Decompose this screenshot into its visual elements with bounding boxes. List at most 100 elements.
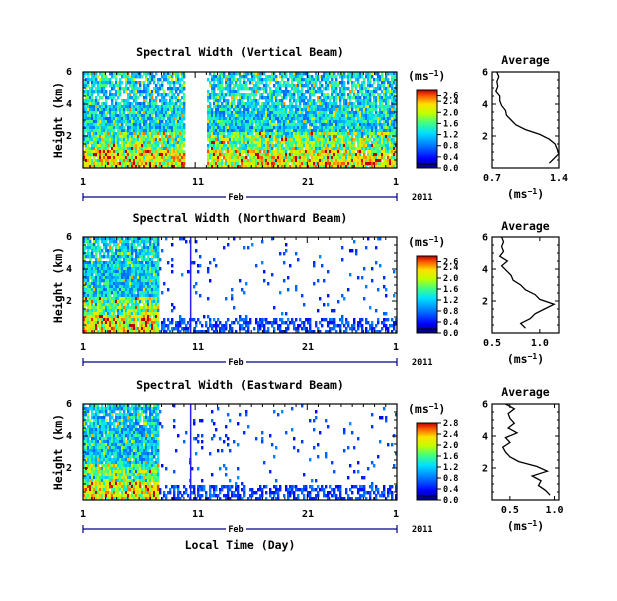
heatmap-cell xyxy=(115,300,118,304)
heatmap-cell xyxy=(345,75,348,79)
heatmap-cell xyxy=(279,132,282,136)
panel-northward-beam: Spectral Width (Northward Beam) 1 11 21 … xyxy=(51,211,560,368)
heatmap-cell xyxy=(341,153,344,157)
heatmap-cell xyxy=(249,81,252,85)
heatmap-cell xyxy=(237,102,240,106)
heatmap-cell xyxy=(207,135,210,139)
heatmap-cell xyxy=(129,294,132,298)
heatmap-cell xyxy=(109,330,112,334)
heatmap-cell xyxy=(213,90,216,94)
heatmap-cell xyxy=(159,108,162,112)
heatmap-cell xyxy=(353,72,356,76)
heatmap-cell xyxy=(91,276,94,280)
heatmap-cell xyxy=(277,162,280,166)
heatmap-cell xyxy=(167,87,170,91)
heatmap-cell xyxy=(117,243,120,247)
heatmap-cell xyxy=(217,84,220,88)
heatmap-cell xyxy=(375,123,378,127)
heatmap-cell xyxy=(101,117,104,121)
heatmap-cell xyxy=(99,165,102,169)
heatmap-cell xyxy=(111,147,114,151)
heatmap-cell xyxy=(309,75,312,79)
heatmap-cell xyxy=(327,81,330,85)
heatmap-cell xyxy=(123,297,126,301)
heatmap-cell xyxy=(227,153,230,157)
heatmap-cell xyxy=(113,129,116,133)
heatmap-cell xyxy=(367,153,370,157)
heatmap-cell xyxy=(261,78,264,82)
heatmap-cell xyxy=(177,96,180,100)
heatmap-cell xyxy=(379,84,382,88)
heatmap-cell xyxy=(217,75,220,79)
heatmap-cell xyxy=(123,255,126,259)
heatmap-cell xyxy=(347,147,350,151)
heatmap-cell xyxy=(209,123,212,127)
heatmap-cell xyxy=(237,78,240,82)
heatmap-cell xyxy=(317,135,320,139)
heatmap-cell xyxy=(179,123,182,127)
heatmap-cell xyxy=(173,153,176,157)
heatmap-cell xyxy=(315,165,318,169)
heatmap-cell xyxy=(393,156,396,160)
heatmap-cell xyxy=(295,84,298,88)
heatmap-cell xyxy=(347,165,350,169)
heatmap-cell xyxy=(293,75,296,79)
heatmap-cell xyxy=(169,96,172,100)
heatmap-cell xyxy=(143,111,146,115)
heatmap-cell xyxy=(221,165,224,169)
heatmap-cell xyxy=(323,144,326,148)
heatmap-cell xyxy=(297,108,300,112)
heatmap-cell xyxy=(127,324,130,328)
heatmap-cell xyxy=(101,153,104,157)
heatmap-cell xyxy=(95,78,98,82)
heatmap-cell xyxy=(83,237,86,241)
heatmap-cell xyxy=(243,108,246,112)
heatmap-cell xyxy=(289,126,292,130)
heatmap-cell xyxy=(387,126,390,130)
heatmap-cell xyxy=(313,165,316,169)
heatmap-cell xyxy=(177,123,180,127)
heatmap-cell xyxy=(215,117,218,121)
heatmap-cell xyxy=(155,150,158,154)
heatmap-cell xyxy=(89,321,92,325)
heatmap-cell xyxy=(219,75,222,79)
heatmap-cell xyxy=(169,117,172,121)
heatmap-cell xyxy=(311,78,314,82)
heatmap-cell xyxy=(133,105,136,109)
heatmap-cell xyxy=(91,273,94,277)
heatmap-cell xyxy=(91,165,94,169)
heatmap-cell xyxy=(157,129,160,133)
heatmap-cell xyxy=(233,165,236,169)
heatmap-cell xyxy=(97,321,100,325)
heatmap-cell xyxy=(145,108,148,112)
heatmap-cell xyxy=(101,90,104,94)
heatmap-cell xyxy=(127,117,130,121)
heatmap-cell xyxy=(285,153,288,157)
heatmap-cell xyxy=(341,75,344,79)
heatmap-cell xyxy=(215,144,218,148)
heatmap-cell xyxy=(165,141,168,145)
heatmap-cell xyxy=(93,321,96,325)
heatmap-cell xyxy=(107,243,110,247)
heatmap-cell xyxy=(353,120,356,124)
heatmap-cell xyxy=(125,294,128,298)
heatmap-cell xyxy=(115,159,118,163)
heatmap-cell xyxy=(97,294,100,298)
heatmap-cell xyxy=(285,132,288,136)
heatmap-cell xyxy=(237,87,240,91)
heatmap-cell xyxy=(381,165,384,169)
heatmap-cell xyxy=(383,87,386,91)
heatmap-cell xyxy=(353,96,356,100)
heatmap-cell xyxy=(111,273,114,277)
heatmap-cell xyxy=(257,120,260,124)
heatmap-cell xyxy=(101,327,104,331)
heatmap-cell xyxy=(111,324,114,328)
heatmap-cell xyxy=(371,129,374,133)
heatmap-cell xyxy=(295,135,298,139)
heatmap-cell xyxy=(151,120,154,124)
heatmap-cell xyxy=(237,129,240,133)
heatmap-cell xyxy=(119,285,122,289)
heatmap-cell xyxy=(351,81,354,85)
heatmap-cell xyxy=(131,321,134,325)
heatmap-cell xyxy=(233,153,236,157)
